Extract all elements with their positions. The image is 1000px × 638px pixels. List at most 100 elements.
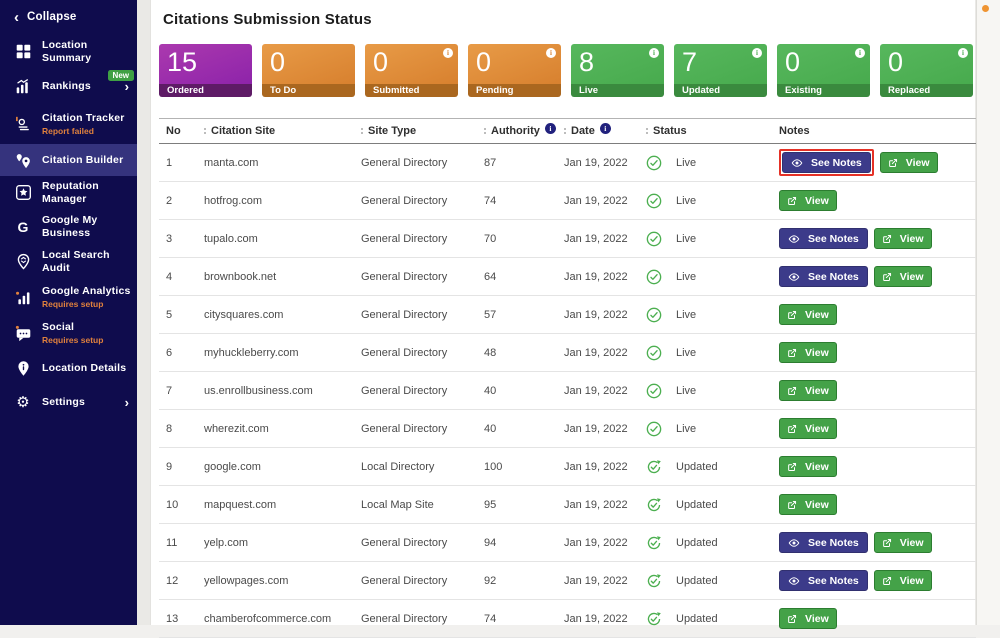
table-row: 5 citysquares.com General Directory 57 Jan 1… <box>159 296 976 334</box>
sidebar-item-google-analytics[interactable]: Google Analytics Requires setup <box>0 279 137 315</box>
scrollbar-gutter[interactable] <box>976 0 1000 625</box>
see-notes-button[interactable]: See Notes <box>779 570 868 591</box>
column-header-status[interactable]: Status <box>646 125 779 137</box>
info-icon[interactable]: i <box>546 48 556 58</box>
column-header-notes: Notes <box>779 125 976 137</box>
notification-dot <box>982 5 989 12</box>
sidebar-item-local-search-audit[interactable]: Local Search Audit <box>0 244 137 279</box>
info-icon[interactable]: i <box>958 48 968 58</box>
cell-date: Jan 19, 2022 <box>564 422 628 435</box>
sidebar-item-label: Local Search Audit <box>42 249 110 274</box>
column-header-date[interactable]: Date i <box>564 122 646 137</box>
collapse-button[interactable]: ‹ Collapse <box>0 0 137 34</box>
see-notes-button[interactable]: See Notes <box>779 228 868 249</box>
cell-no: 7 <box>166 384 173 397</box>
status-card-value: 0 <box>468 44 561 84</box>
column-header-label: Site Type <box>368 125 417 137</box>
content-panel: Citations Submission Status 15 Ordered 0 To… <box>150 0 976 638</box>
see-notes-button[interactable]: See Notes <box>782 152 871 173</box>
status-card-pending: 0 Pending i <box>468 44 561 97</box>
collapse-label: Collapse <box>27 11 77 23</box>
sidebar-item-reputation-manager[interactable]: Reputation Manager <box>0 176 137 209</box>
cell-authority: 40 <box>484 422 497 435</box>
annotation-highlight: See Notes <box>779 149 874 176</box>
citations-table: No Citation Site Site Type Authority i Date i S… <box>159 118 976 638</box>
info-icon[interactable]: i <box>752 48 762 58</box>
sidebar-item-text: Citation Builder <box>42 154 123 166</box>
eye-icon <box>788 271 804 283</box>
see-notes-button[interactable]: See Notes <box>779 532 868 553</box>
cell-citation-site: mapquest.com <box>204 498 277 511</box>
view-button[interactable]: View <box>873 570 932 591</box>
eye-icon <box>788 575 804 587</box>
cell-citation-site: chamberofcommerce.com <box>204 612 332 625</box>
cell-no: 3 <box>166 232 173 245</box>
column-header-site[interactable]: Citation Site <box>204 125 361 137</box>
view-button[interactable]: View <box>779 190 837 211</box>
external-link-icon <box>787 424 801 434</box>
cell-citation-site: google.com <box>204 460 261 473</box>
cell-date: Jan 19, 2022 <box>564 498 628 511</box>
status-card-label: Live <box>571 84 664 97</box>
sidebar-item-location-summary[interactable]: Location Summary <box>0 34 137 69</box>
cell-date: Jan 19, 2022 <box>564 612 628 625</box>
view-button[interactable]: View <box>779 456 837 477</box>
view-button[interactable]: View <box>779 608 837 629</box>
view-button[interactable]: View <box>779 494 837 515</box>
updated-status-icon <box>646 611 669 627</box>
bar-chart-arrow-icon <box>13 77 33 97</box>
sidebar-item-label: Location Summary <box>42 39 92 64</box>
view-button[interactable]: View <box>873 532 932 553</box>
sidebar-item-subtext: Report failed <box>42 126 94 137</box>
cell-no: 2 <box>166 194 173 207</box>
view-button[interactable]: View <box>779 304 837 325</box>
cell-no: 13 <box>166 612 179 625</box>
sidebar-item-label: Google My Business <box>42 214 98 239</box>
view-button[interactable]: View <box>779 342 837 363</box>
cell-citation-site: yellowpages.com <box>204 574 289 587</box>
sidebar-item-settings[interactable]: ⚙ Settings › <box>0 385 137 420</box>
view-button[interactable]: View <box>879 152 938 173</box>
see-notes-button[interactable]: See Notes <box>779 266 868 287</box>
status-card-to-do: 0 To Do <box>262 44 355 97</box>
sidebar-item-citation-builder[interactable]: Citation Builder <box>0 144 137 176</box>
cell-no: 8 <box>166 422 173 435</box>
cell-authority: 94 <box>484 536 497 549</box>
info-icon[interactable]: i <box>443 48 453 58</box>
column-header-type[interactable]: Site Type <box>361 125 484 137</box>
cell-no: 12 <box>166 574 179 587</box>
sidebar-item-citation-tracker[interactable]: Citation Tracker Report failed <box>0 104 137 144</box>
updated-status-icon <box>646 573 669 589</box>
view-button[interactable]: View <box>779 418 837 439</box>
cell-authority: 64 <box>484 270 497 283</box>
status-label: Live <box>676 270 697 283</box>
info-icon[interactable]: i <box>599 122 611 134</box>
info-icon[interactable]: i <box>855 48 865 58</box>
sidebar-item-social[interactable]: Social Requires setup <box>0 315 137 351</box>
sidebar-item-google-my-business[interactable]: G Google My Business <box>0 209 137 244</box>
sidebar-item-text: Location Details <box>42 362 126 374</box>
external-link-icon <box>787 310 801 320</box>
cell-notes: View <box>779 342 976 363</box>
sidebar-item-location-details[interactable]: Location Details <box>0 351 137 385</box>
status-card-value: 8 <box>571 44 664 84</box>
info-icon[interactable]: i <box>544 122 556 134</box>
cell-site-type: General Directory <box>361 422 448 435</box>
column-header-no: No <box>166 125 204 137</box>
view-button[interactable]: View <box>873 266 932 287</box>
view-button[interactable]: View <box>873 228 932 249</box>
view-button[interactable]: View <box>779 380 837 401</box>
info-icon[interactable]: i <box>649 48 659 58</box>
sidebar-item-rankings[interactable]: Rankings New › <box>0 69 137 104</box>
updated-status-icon <box>646 459 669 475</box>
cell-notes: See Notes View <box>779 532 976 553</box>
status-card-value: 15 <box>159 44 252 84</box>
column-header-auth[interactable]: Authority i <box>484 122 564 137</box>
column-header-label: Notes <box>779 125 810 137</box>
column-header-label: Citation Site <box>211 125 276 137</box>
main-area: Citations Submission Status 15 Ordered 0 To… <box>137 0 1000 638</box>
sidebar-item-subtext: Requires setup <box>42 335 104 346</box>
cell-citation-site: brownbook.net <box>204 270 277 283</box>
cell-notes: View <box>779 304 976 325</box>
sidebar-item-text: Settings <box>42 396 85 408</box>
